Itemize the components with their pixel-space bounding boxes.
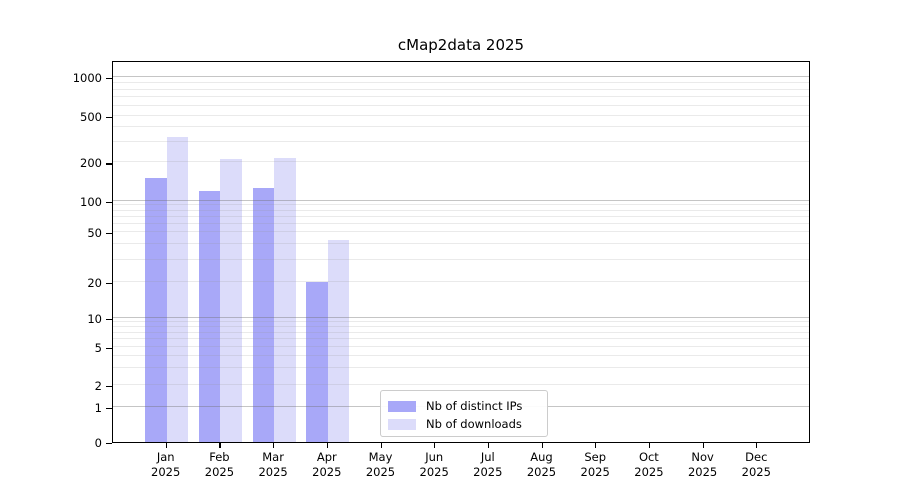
gridline-1000 — [113, 76, 809, 78]
bar-jan-distinct-ips — [145, 178, 167, 442]
bar-jan-downloads — [166, 136, 189, 442]
bar-mar-downloads — [274, 157, 296, 442]
legend-item-distinct-ips: Nb of distinct IPs — [388, 398, 547, 414]
y-tick-mark-50 — [106, 233, 112, 235]
gridline-60 — [113, 222, 809, 224]
x-tick-label-jun: Jun 2025 — [419, 450, 449, 479]
x-tick-label-oct: Oct 2025 — [634, 450, 664, 479]
gridline-800 — [113, 88, 809, 90]
y-tick-mark-0 — [106, 443, 112, 445]
gridline-600 — [113, 104, 809, 106]
y-tick-label-10: 10 — [87, 311, 102, 326]
legend: Nb of distinct IPs Nb of downloads — [380, 390, 548, 437]
x-tick-mark-may — [380, 443, 382, 448]
x-tick-mark-dec — [756, 443, 758, 448]
y-tick-label-100: 100 — [80, 194, 102, 209]
gridline-900 — [113, 82, 809, 84]
gridline-100 — [113, 199, 809, 201]
gridline-30 — [113, 258, 809, 260]
bars-layer — [113, 62, 809, 442]
x-tick-label-apr: Apr 2025 — [312, 450, 342, 479]
y-tick-mark-10 — [106, 318, 112, 320]
y-tick-label-20: 20 — [87, 275, 102, 290]
y-tick-label-50: 50 — [87, 226, 102, 241]
gridline-70 — [113, 215, 809, 217]
x-tick-label-dec: Dec 2025 — [741, 450, 771, 479]
y-tick-mark-100 — [106, 201, 112, 203]
legend-swatch-downloads — [388, 418, 416, 430]
gridline-9 — [113, 321, 809, 322]
y-tick-mark-5 — [106, 348, 112, 350]
y-tick-label-0: 0 — [94, 436, 102, 450]
gridline-2 — [113, 383, 809, 385]
y-tick-label-200: 200 — [80, 156, 102, 171]
gridline-20 — [113, 280, 809, 282]
gridline-7 — [113, 331, 809, 333]
gridline-40 — [113, 243, 809, 245]
y-tick-label-500: 500 — [80, 109, 102, 124]
gridline-6 — [113, 338, 809, 340]
gridline-500 — [113, 114, 809, 116]
gridline-300 — [113, 140, 809, 142]
legend-item-downloads: Nb of downloads — [388, 416, 547, 432]
x-tick-label-nov: Nov 2025 — [687, 450, 718, 479]
bar-feb-downloads — [220, 158, 242, 442]
bar-mar-distinct-ips — [252, 188, 275, 442]
x-tick-mark-jul — [487, 443, 489, 448]
legend-swatch-distinct-ips — [388, 400, 416, 412]
gridline-90 — [113, 204, 809, 206]
y-tick-mark-500 — [106, 116, 112, 118]
x-tick-mark-jan — [165, 443, 167, 448]
gridline-400 — [113, 126, 809, 128]
y-tick-mark-1000 — [106, 78, 112, 80]
x-tick-label-sep: Sep 2025 — [580, 450, 610, 479]
x-tick-label-may: May 2025 — [365, 450, 396, 479]
gridline-3 — [113, 367, 809, 369]
x-tick-label-jul: Jul 2025 — [473, 450, 503, 479]
x-tick-mark-oct — [648, 443, 651, 448]
y-tick-label-1: 1 — [94, 400, 102, 415]
gridline-700 — [113, 96, 809, 97]
x-tick-mark-aug — [541, 443, 543, 448]
y-tick-mark-200 — [106, 163, 112, 165]
gridline-8 — [113, 326, 809, 328]
chart-title: cMap2data 2025 — [397, 36, 525, 54]
gridline-200 — [113, 161, 809, 163]
x-tick-label-feb: Feb 2025 — [204, 450, 235, 479]
gridline-10 — [113, 316, 809, 318]
x-tick-label-mar: Mar 2025 — [258, 450, 288, 479]
plot-area: Nb of distinct IPs Nb of downloads — [112, 61, 810, 443]
gridline-80 — [113, 209, 809, 211]
x-tick-mark-feb — [219, 443, 221, 448]
x-tick-mark-apr — [326, 443, 328, 448]
y-tick-label-1000: 1000 — [72, 71, 102, 86]
bar-feb-distinct-ips — [198, 190, 221, 442]
x-tick-mark-jun — [434, 443, 436, 448]
gridline-50 — [113, 231, 809, 233]
y-tick-mark-1 — [106, 407, 112, 409]
x-tick-mark-mar — [273, 443, 275, 448]
x-tick-label-jan: Jan 2025 — [151, 450, 181, 479]
y-tick-label-2: 2 — [94, 378, 102, 393]
x-tick-label-aug: Aug 2025 — [526, 450, 557, 479]
gridline-4 — [113, 355, 809, 357]
gridline-5 — [113, 346, 809, 348]
x-tick-mark-nov — [702, 443, 704, 448]
legend-label-distinct-ips: Nb of distinct IPs — [426, 399, 523, 413]
bar-apr-distinct-ips — [306, 281, 328, 442]
y-tick-mark-20 — [106, 282, 112, 284]
bar-apr-downloads — [327, 240, 350, 442]
y-tick-label-5: 5 — [94, 341, 102, 356]
x-tick-mark-sep — [595, 443, 597, 448]
legend-label-downloads: Nb of downloads — [426, 417, 522, 431]
y-tick-mark-2 — [106, 385, 112, 387]
